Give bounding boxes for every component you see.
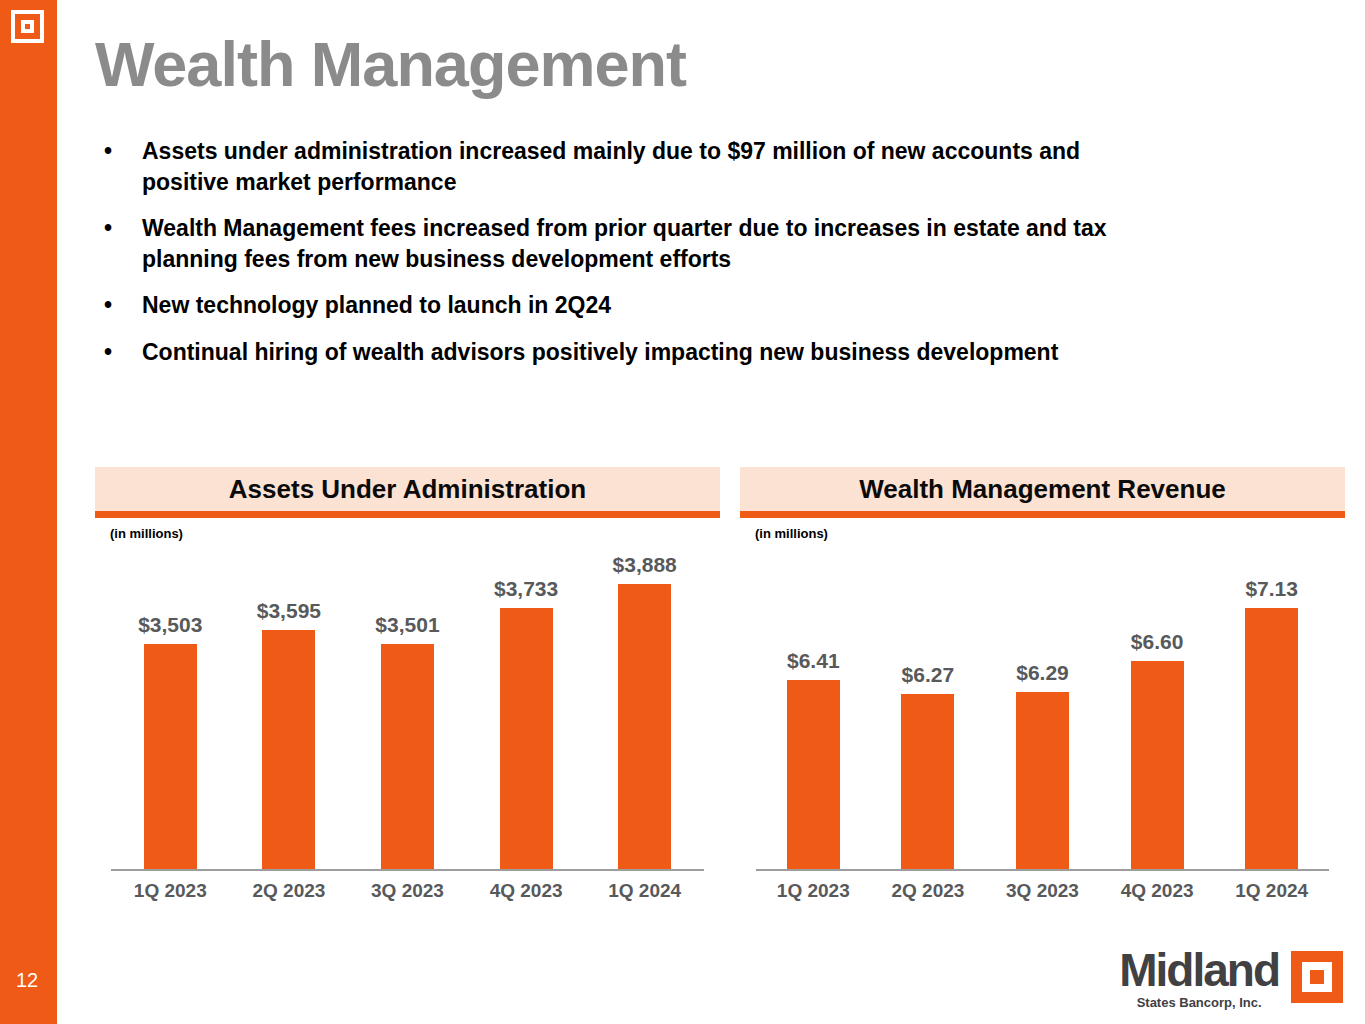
bar [901, 694, 954, 869]
sidebar: 12 [0, 0, 57, 1024]
bullet-list: • Assets under administration increased … [100, 136, 1260, 383]
bar-value-label: $3,888 [613, 553, 677, 577]
bar [381, 644, 434, 869]
bar-column: $3,503 [111, 545, 230, 869]
midland-square-icon-core [1310, 970, 1324, 984]
x-axis-label: 1Q 2024 [585, 880, 704, 902]
x-axis-labels: 1Q 20232Q 20233Q 20234Q 20231Q 2024 [111, 871, 704, 902]
x-axis-labels: 1Q 20232Q 20233Q 20234Q 20231Q 2024 [756, 871, 1329, 902]
bar [1016, 692, 1069, 869]
bars-row: $3,503 $3,595 $3,501 $3,733 $3,888 [111, 545, 704, 869]
x-axis-label: 3Q 2023 [348, 880, 467, 902]
bar-column: $6.29 [985, 545, 1100, 869]
bar-value-label: $6.60 [1131, 630, 1184, 654]
bar-column: $6.60 [1100, 545, 1215, 869]
bar-column: $3,733 [467, 545, 586, 869]
bullet-item: • Continual hiring of wealth advisors po… [100, 337, 1260, 368]
slide: 12 Wealth Management • Assets under admi… [0, 0, 1365, 1024]
bar-column: $3,501 [348, 545, 467, 869]
bullet-text: Wealth Management fees increased from pr… [142, 213, 1260, 274]
x-axis-label: 4Q 2023 [467, 880, 586, 902]
chart-wealth-management-revenue: Wealth Management Revenue (in millions) … [740, 467, 1345, 902]
bullet-icon: • [100, 136, 142, 197]
bar-value-label: $3,501 [375, 613, 439, 637]
x-axis-label: 2Q 2023 [230, 880, 349, 902]
bar-value-label: $6.41 [787, 649, 840, 673]
midland-square-icon-inner [21, 20, 34, 33]
bullet-item: • New technology planned to launch in 2Q… [100, 290, 1260, 321]
x-axis-label: 2Q 2023 [871, 880, 986, 902]
midland-square-icon [11, 10, 44, 43]
midland-square-icon-core [25, 24, 30, 29]
x-axis-label: 1Q 2023 [111, 880, 230, 902]
bullet-item: • Wealth Management fees increased from … [100, 213, 1260, 274]
bar [144, 644, 197, 869]
bars-row: $6.41 $6.27 $6.29 $6.60 $7.13 [756, 545, 1329, 869]
midland-wordmark: Midland [1119, 949, 1279, 993]
midland-logo-text: Midland States Bancorp, Inc. [1119, 949, 1279, 1010]
bullet-item: • Assets under administration increased … [100, 136, 1260, 197]
midland-square-icon [1291, 951, 1343, 1003]
x-axis-label: 1Q 2024 [1214, 880, 1329, 902]
bullet-icon: • [100, 213, 142, 274]
bar [787, 680, 840, 869]
charts-row: Assets Under Administration (in millions… [95, 467, 1345, 902]
chart-title: Assets Under Administration [95, 467, 720, 518]
bar-value-label: $3,733 [494, 577, 558, 601]
bar-value-label: $3,503 [138, 613, 202, 637]
units-note: (in millions) [110, 526, 720, 541]
page-number: 12 [16, 969, 38, 992]
bar-column: $3,888 [585, 545, 704, 869]
chart-title: Wealth Management Revenue [740, 467, 1345, 518]
bar [262, 630, 315, 869]
bullet-text: Continual hiring of wealth advisors posi… [142, 337, 1260, 368]
plot-area: $6.41 $6.27 $6.29 $6.60 $7.13 1Q 20232Q 2023… [756, 545, 1329, 902]
bar-value-label: $3,595 [257, 599, 321, 623]
bar-column: $7.13 [1214, 545, 1329, 869]
units-note: (in millions) [755, 526, 1345, 541]
plot-area: $3,503 $3,595 $3,501 $3,733 $3,888 1Q 20232Q… [111, 545, 704, 902]
x-axis-label: 4Q 2023 [1100, 880, 1215, 902]
page-title: Wealth Management [95, 28, 686, 100]
x-axis-label: 1Q 2023 [756, 880, 871, 902]
bar-column: $3,595 [230, 545, 349, 869]
bar-value-label: $7.13 [1245, 577, 1298, 601]
bar [500, 608, 553, 869]
bar-value-label: $6.29 [1016, 661, 1069, 685]
bar-value-label: $6.27 [902, 663, 955, 687]
x-axis-label: 3Q 2023 [985, 880, 1100, 902]
bullet-text: New technology planned to launch in 2Q24 [142, 290, 1260, 321]
bullet-icon: • [100, 337, 142, 368]
midland-logo: Midland States Bancorp, Inc. [1119, 949, 1343, 1010]
bar [1131, 661, 1184, 869]
bar-column: $6.41 [756, 545, 871, 869]
bullet-text: Assets under administration increased ma… [142, 136, 1260, 197]
bar-column: $6.27 [871, 545, 986, 869]
midland-subtitle: States Bancorp, Inc. [1137, 995, 1262, 1010]
bullet-icon: • [100, 290, 142, 321]
bar [618, 584, 671, 869]
bar [1245, 608, 1298, 869]
chart-assets-under-administration: Assets Under Administration (in millions… [95, 467, 720, 902]
